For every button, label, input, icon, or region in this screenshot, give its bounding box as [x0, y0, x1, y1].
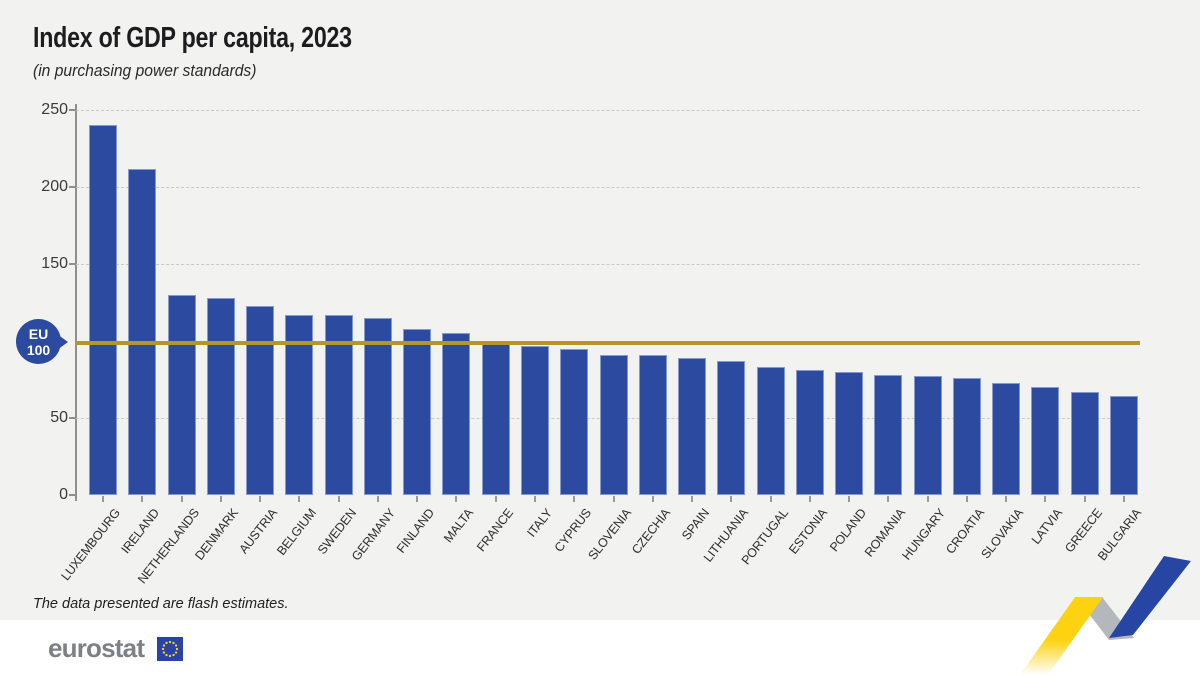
x-tick-mark: [1044, 496, 1047, 502]
page-subtitle: (in purchasing power standards): [33, 61, 257, 80]
bar-portugal: [756, 367, 785, 495]
bar-lithuania: [717, 361, 746, 495]
x-tick-mark: [808, 496, 811, 502]
bar-netherlands: [167, 294, 196, 495]
bar-luxembourg: [89, 125, 117, 495]
y-tick-label: 150: [41, 255, 68, 272]
y-tick-label: 0: [59, 486, 68, 503]
x-tick-mark: [651, 496, 654, 502]
y-tick-mark: [69, 109, 75, 111]
page-title: Index of GDP per capita, 2023: [33, 22, 352, 54]
bar-croatia: [952, 377, 981, 495]
x-tick-mark: [1005, 496, 1008, 502]
bar-cyprus: [560, 348, 589, 495]
eu-badge-line1: EU: [28, 326, 49, 342]
gridline: [76, 263, 1140, 265]
eu-reference-line: [75, 341, 1140, 345]
zigzag-blue-segment: [1109, 556, 1191, 638]
y-tick-mark: [69, 186, 75, 188]
x-tick-mark: [533, 496, 536, 502]
bar-poland: [835, 371, 864, 495]
x-tick-mark: [455, 496, 458, 502]
bar-denmark: [206, 297, 235, 495]
bar-greece: [1070, 391, 1099, 495]
bar-hungary: [913, 376, 942, 495]
x-tick-mark: [376, 496, 379, 502]
eu-flag-icon: [157, 637, 183, 661]
y-tick-mark: [69, 417, 75, 419]
bar-italy: [520, 345, 549, 495]
bar-estonia: [795, 370, 824, 495]
bar-bulgaria: [1110, 396, 1139, 495]
x-tick-mark: [180, 496, 183, 502]
bar-slovakia: [992, 382, 1021, 495]
x-tick-mark: [219, 496, 222, 502]
bar-latvia: [1031, 387, 1060, 495]
eu-100-badge: EU 100: [16, 319, 61, 364]
bar-spain: [678, 357, 707, 495]
bar-malta: [442, 333, 471, 495]
gridline: [76, 109, 1140, 111]
bar-czechia: [638, 354, 667, 495]
footnote: The data presented are flash estimates.: [33, 596, 289, 612]
bar-ireland: [128, 168, 157, 495]
y-tick-mark: [69, 263, 75, 265]
y-tick-label: 250: [41, 101, 68, 118]
x-tick-mark: [1083, 496, 1086, 502]
x-tick-mark: [730, 496, 733, 502]
x-tick-mark: [965, 496, 968, 502]
x-tick-mark: [494, 496, 497, 502]
bar-germany: [363, 317, 392, 495]
eu-badge-tail: [57, 334, 68, 350]
x-tick-mark: [416, 496, 419, 502]
x-tick-mark: [141, 496, 144, 502]
x-tick-mark: [573, 496, 576, 502]
zigzag-decoration: [1020, 556, 1191, 675]
bar-austria: [246, 305, 275, 495]
gridline: [76, 186, 1140, 188]
bar-finland: [403, 328, 432, 495]
x-tick-mark: [769, 496, 772, 502]
x-tick-mark: [259, 496, 262, 502]
x-tick-mark: [612, 496, 615, 502]
y-tick-label: 200: [41, 178, 68, 195]
x-tick-mark: [691, 496, 694, 502]
footer-strip: eurostat: [0, 620, 1200, 675]
x-tick-mark: [926, 496, 929, 502]
eurostat-wordmark: eurostat: [48, 633, 145, 663]
bar-slovenia: [599, 354, 628, 495]
x-tick-mark: [887, 496, 890, 502]
zigzag-yellow-segment: [1020, 597, 1103, 675]
bar-france: [481, 342, 510, 495]
y-tick-mark: [69, 494, 75, 496]
bar-romania: [874, 374, 903, 495]
x-tick-mark: [1123, 496, 1126, 502]
eu-badge-line2: 100: [26, 342, 51, 358]
x-tick-mark: [337, 496, 340, 502]
x-tick-mark: [298, 496, 301, 502]
y-tick-label: 50: [50, 409, 68, 426]
y-axis-line: [75, 104, 77, 501]
x-tick-mark: [102, 496, 104, 502]
x-tick-mark: [848, 496, 851, 502]
